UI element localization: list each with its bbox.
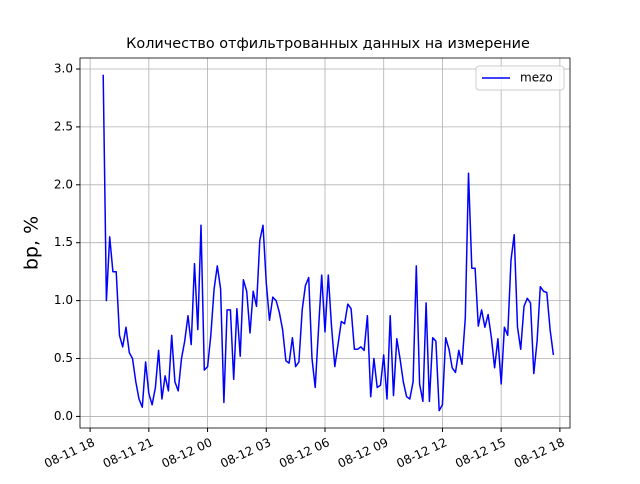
y-tick-label: 0.0 xyxy=(54,409,73,423)
y-tick-label: 2.0 xyxy=(54,177,73,191)
x-tick-label: 08-12 12 xyxy=(394,435,449,470)
axes-frame xyxy=(79,57,571,429)
data-line xyxy=(102,74,555,412)
x-tick-label: 08-12 03 xyxy=(218,435,273,470)
y-tick-label: 1.5 xyxy=(54,235,73,249)
x-tick-label: 08-12 18 xyxy=(512,435,567,470)
x-tick-label: 08-11 21 xyxy=(101,435,156,470)
x-tick-label: 08-11 18 xyxy=(42,435,97,470)
x-tick-label: 08-12 00 xyxy=(159,435,214,470)
y-tick-label: 3.0 xyxy=(54,62,73,76)
y-tick-label: 2.5 xyxy=(54,119,73,133)
chart-title: Количество отфильтрованных данных на изм… xyxy=(126,36,530,52)
y-tick-label: 1.0 xyxy=(54,293,73,307)
legend-box xyxy=(475,65,565,91)
y-tick-label: 0.5 xyxy=(54,351,73,365)
x-tick-label: 08-12 09 xyxy=(336,435,391,470)
legend-label: mezo xyxy=(520,71,553,85)
x-tick-label: 08-12 15 xyxy=(453,435,508,470)
y-axis-label: bp, % xyxy=(21,216,43,270)
x-tick-label: 08-12 06 xyxy=(277,435,332,470)
